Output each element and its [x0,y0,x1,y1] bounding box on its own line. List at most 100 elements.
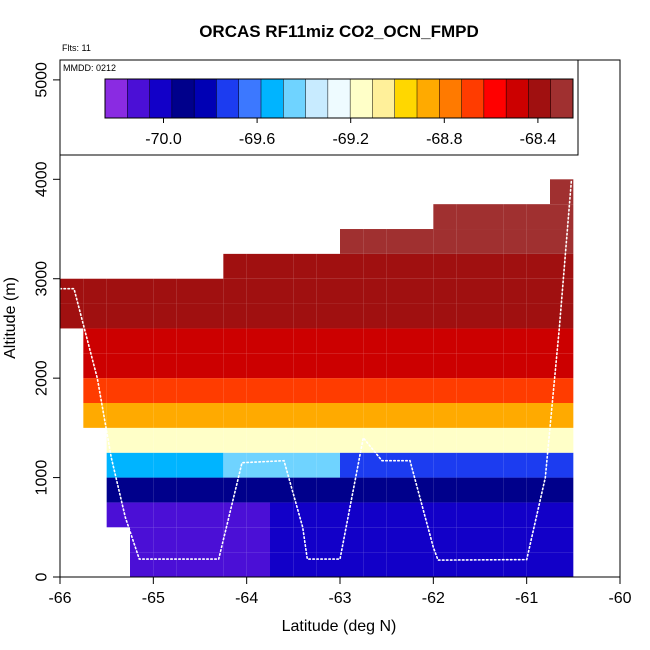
heatmap-cell [293,353,317,379]
heatmap-cell [293,527,317,553]
heatmap-cell [503,552,527,577]
heatmap-cell [433,452,457,478]
heatmap-cell [270,253,294,279]
heatmap-cell [130,303,154,329]
heatmap-cell [246,378,270,404]
colorbar-swatch [261,79,284,118]
heatmap-cell [176,452,200,478]
heatmap-cell [293,403,317,428]
heatmap-cell [410,502,434,528]
heatmap-cell [410,278,434,304]
heatmap-cell [316,403,340,428]
heatmap-cell [363,427,387,453]
heatmap-cell [246,477,270,503]
heatmap-cell [386,427,410,453]
heatmap-cell [200,403,224,428]
colorbar-swatch [216,79,240,118]
heatmap-cell [153,403,177,428]
heatmap-cell [433,527,457,553]
heatmap-cell [200,303,224,329]
colorbar-swatch [194,79,217,118]
heatmap-cell [316,527,340,553]
colorbar-swatch [283,79,306,118]
flight-track-line [59,178,573,561]
heatmap-cell [293,552,317,577]
heatmap-cell [433,278,457,304]
x-axis-label: Latitude (deg N) [282,618,397,635]
heatmap-cell [550,477,574,503]
heatmap-cell [176,278,200,304]
heatmap-cell [480,204,504,230]
heatmap-cell [223,278,247,304]
heatmap-cell [340,328,364,354]
y-tick-label: 4000 [34,161,51,197]
heatmap-cell [410,253,434,279]
colorbar-swatch [327,79,351,118]
heatmap-cell [363,229,387,254]
heatmap-cell [200,427,224,453]
heatmap-cell [223,427,247,453]
heatmap-cell [270,328,294,354]
chart-title: ORCAS RF11miz CO2_OCN_FMPD [199,22,479,41]
heatmap-cell [363,552,387,577]
heatmap-cell [130,477,154,503]
heatmap-cell [270,278,294,304]
heatmap-cell [410,527,434,553]
heatmap-cell [293,303,317,329]
heatmap-cell [526,229,550,254]
heatmap-cell [83,303,107,329]
heatmap-cell [270,353,294,379]
heatmap-cell [526,204,550,230]
y-tick-label: 2000 [34,360,51,396]
heatmap-cell [153,427,177,453]
heatmap-cell [130,378,154,404]
heatmap-cell [340,502,364,528]
heatmap-cell [270,378,294,404]
heatmap-cell [550,303,574,329]
heatmap-cell [386,378,410,404]
heatmap-cell [176,353,200,379]
heatmap-cell [106,452,130,478]
heatmap-cell [270,477,294,503]
heatmap-cell [456,253,480,279]
heatmap-cell [340,253,364,279]
heatmap-cell [153,328,177,354]
heatmap-cell [270,427,294,453]
colorbar-swatch [461,79,485,118]
heatmap-cell [153,278,177,304]
heatmap-cell [176,477,200,503]
y-tick-label: 5000 [34,62,51,98]
x-tick-label: -64 [235,590,258,607]
heatmap-cell [550,527,574,553]
heatmap-cell [130,502,154,528]
heatmap-cell [550,328,574,354]
heatmap-cell [270,403,294,428]
colorbar-tick-label: -69.2 [332,131,369,148]
heatmap-cell [153,303,177,329]
heatmap-cell [550,378,574,404]
heatmap-cell [106,403,130,428]
heatmap-cell [200,502,224,528]
heatmap-cell [410,427,434,453]
heatmap-cell [386,403,410,428]
heatmap-cell [526,552,550,577]
plot-area [60,179,574,577]
heatmap-cell [293,378,317,404]
heatmap-cell [293,278,317,304]
heatmap-cell [550,403,574,428]
heatmap-cell [503,253,527,279]
colorbar-tick-label: -69.6 [239,131,276,148]
x-tick-label: -62 [422,590,445,607]
colorbar-swatch [528,79,552,118]
mmdd-annotation: MMDD: 0212 [63,63,116,73]
heatmap-cell [130,278,154,304]
heatmap-cell [550,179,574,205]
heatmap-cell [246,278,270,304]
heatmap-cell [316,253,340,279]
heatmap-cell [246,353,270,379]
heatmap-cell [200,328,224,354]
heatmap-cell [153,527,177,553]
x-tick-label: -65 [142,590,165,607]
heatmap-cell [456,378,480,404]
heatmap-cell [480,353,504,379]
